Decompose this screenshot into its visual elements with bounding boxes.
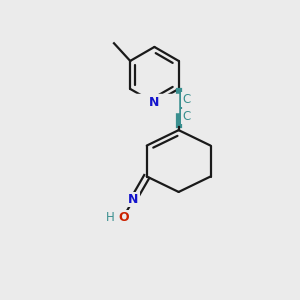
Text: O: O <box>118 211 128 224</box>
Text: H: H <box>106 211 114 224</box>
Text: N: N <box>128 193 139 206</box>
Text: C: C <box>182 93 190 106</box>
Text: C: C <box>182 110 190 123</box>
Text: N: N <box>149 96 160 110</box>
